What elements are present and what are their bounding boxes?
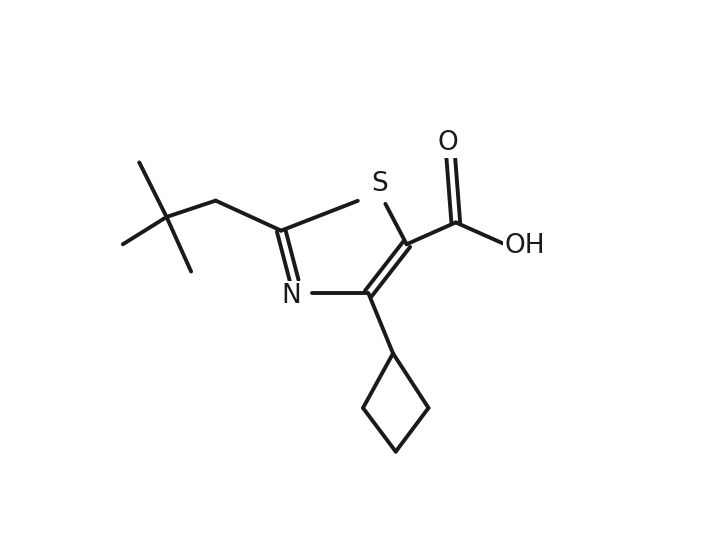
Text: O: O [437,130,458,156]
Text: OH: OH [505,233,545,259]
Text: N: N [281,283,301,309]
Text: S: S [371,171,388,197]
